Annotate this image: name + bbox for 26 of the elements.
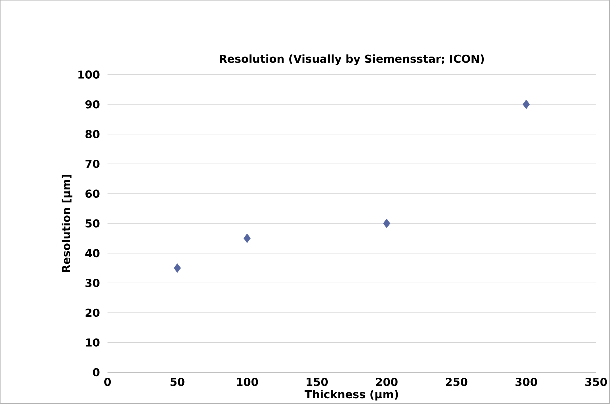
x-tick-label: 350: [586, 378, 608, 386]
y-axis-title: Resolution [µm]: [62, 174, 73, 272]
y-tick-label: 90: [86, 100, 100, 109]
y-tick-label: 30: [86, 278, 100, 288]
y-tick-label: 80: [86, 130, 100, 138]
point: [383, 218, 390, 228]
x-tick-label: 50: [170, 378, 185, 386]
x-tick-label: 250: [446, 378, 468, 386]
x-tick-label: 100: [237, 378, 258, 386]
y-tick-label: 100: [78, 70, 100, 79]
x-axis-title: Thickness (µm): [304, 390, 398, 401]
point: [244, 234, 251, 244]
y-tick-label: 0: [93, 368, 100, 376]
point: [174, 263, 182, 273]
y-tick-label: 50: [86, 219, 100, 228]
y-tick-label: 20: [86, 308, 100, 317]
y-tick-label: 70: [86, 160, 100, 168]
chart-title: Resolution (Visually by Siemensstar; ICON): [220, 54, 484, 66]
x-tick-label: 150: [306, 378, 328, 386]
x-tick-label: 0: [104, 378, 112, 386]
x-tick-label: 200: [376, 378, 398, 386]
y-tick-label: 40: [86, 249, 100, 258]
y-tick-label: 60: [86, 190, 100, 198]
x-tick-label: 300: [516, 378, 538, 386]
y-tick-label: 10: [86, 338, 100, 347]
point: [522, 100, 530, 110]
